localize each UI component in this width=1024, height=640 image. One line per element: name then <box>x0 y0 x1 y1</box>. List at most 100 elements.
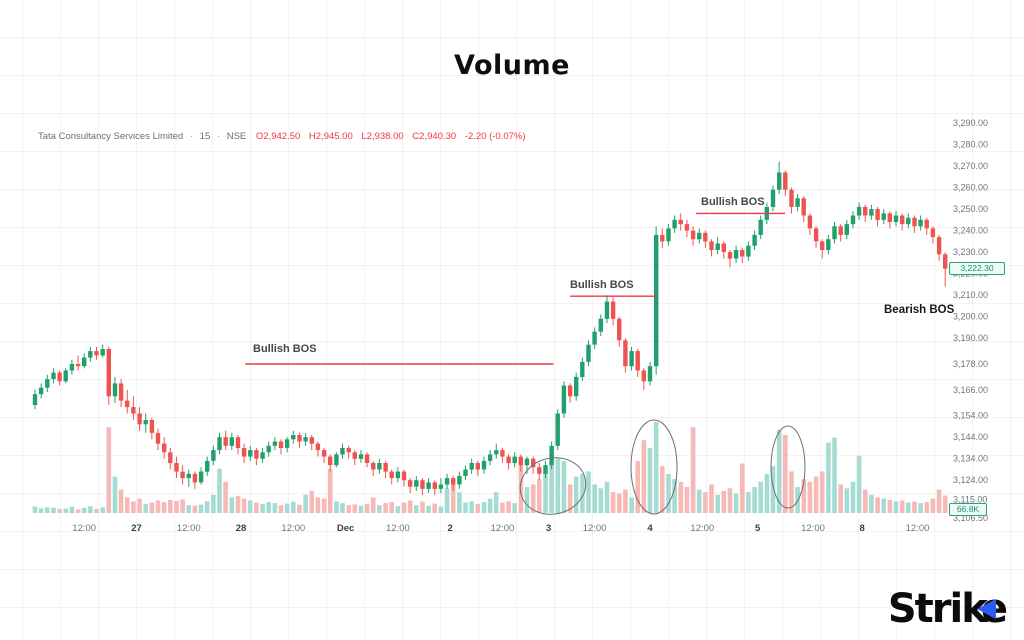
volume-bar <box>88 506 93 513</box>
volume-bar <box>930 498 936 513</box>
candle-down <box>137 413 142 425</box>
volume-bar <box>450 484 456 513</box>
candle-down <box>740 250 745 257</box>
volume-bar <box>561 461 567 513</box>
candle-down <box>500 450 505 457</box>
strike-arrow-icon <box>976 599 996 619</box>
volume-bar <box>327 468 333 513</box>
volume-bar <box>149 502 155 513</box>
candle-down <box>297 435 302 442</box>
volume-bar <box>598 488 604 513</box>
price-axis: 3,290.00 3,280.00 3,270.00 3,260.00 3,250.00… <box>953 118 988 523</box>
candle-up <box>303 437 308 442</box>
price-axis-label: 3,290.00 <box>953 118 988 128</box>
strike-logo: Strike <box>888 586 1008 632</box>
price-axis-label: 3,280.00 <box>953 140 988 150</box>
volume-bar <box>783 435 788 513</box>
volume-bar <box>407 500 413 513</box>
volume-bar <box>610 492 616 513</box>
price-axis-label: 3,178.00 <box>953 359 988 369</box>
candle-down <box>943 254 948 269</box>
candle-up <box>63 370 68 382</box>
volume-bar <box>776 429 782 513</box>
candle-up <box>487 454 493 461</box>
candle-up <box>377 463 382 470</box>
candle-up <box>604 301 610 319</box>
symbol-name: Tata Consultancy Services Limited <box>38 131 184 142</box>
volume-bar <box>832 437 837 513</box>
candle-up <box>869 209 874 216</box>
candle-down <box>820 241 825 250</box>
time-axis-label: 27 <box>131 523 142 534</box>
volume-bar <box>260 503 265 513</box>
volume-bar <box>727 488 733 513</box>
volume-bar <box>186 505 191 513</box>
candle-down <box>875 209 880 220</box>
volume-bar <box>518 463 524 513</box>
volume-bar <box>254 502 259 513</box>
candle-down <box>801 198 806 216</box>
volume-bar <box>678 481 684 513</box>
candle-up <box>358 454 364 459</box>
last-price-tag: 3,222.30 <box>949 262 1005 275</box>
volume-bar <box>592 484 597 513</box>
volume-bar <box>321 498 327 513</box>
candle-up <box>481 460 487 470</box>
volume-bar <box>715 494 720 513</box>
candle-down <box>235 437 241 448</box>
candle-up <box>672 219 677 229</box>
volume-bar <box>875 497 880 513</box>
candle-up <box>438 484 444 489</box>
candle-down <box>278 441 284 448</box>
candles <box>32 161 948 496</box>
volume-bar <box>63 508 69 513</box>
candle-up <box>580 361 585 377</box>
candle-up <box>211 450 216 461</box>
price-axis-label: 3,134.00 <box>953 454 988 464</box>
candle-up <box>586 344 591 362</box>
volume-bar <box>936 489 942 513</box>
candle-up <box>549 445 554 466</box>
candle-up <box>32 394 38 405</box>
candle-down <box>432 482 437 489</box>
volume-bar <box>740 463 745 513</box>
volume-bar <box>168 500 173 513</box>
volume-bar <box>684 487 690 513</box>
volume-bar <box>721 490 727 513</box>
volume-bar <box>291 501 296 513</box>
candle-up <box>832 226 837 240</box>
volume-bar <box>813 476 819 513</box>
price-axis-label: 3,154.00 <box>953 411 988 421</box>
time-axis-label: 5 <box>755 523 761 534</box>
price-axis-label: 3,106.50 <box>953 513 988 523</box>
volume-bar <box>918 503 923 513</box>
volume-bar <box>118 489 124 513</box>
close-value: C2,940.30 <box>412 131 457 142</box>
candle-up <box>334 454 339 466</box>
time-axis-label: 12:00 <box>801 523 825 534</box>
volume-bar <box>297 504 302 513</box>
time-axis-label: 12:00 <box>386 523 410 534</box>
volume-bar <box>241 498 247 513</box>
volume-circle-annotation <box>770 425 806 509</box>
volume-bar <box>45 507 50 513</box>
volume-bar <box>352 504 358 513</box>
time-axis-label: 12:00 <box>690 523 714 534</box>
volume-bar <box>826 442 831 513</box>
volume-bar <box>94 508 99 513</box>
candle-up <box>555 413 560 446</box>
volume-bars <box>32 422 948 513</box>
volume-bar <box>758 481 763 513</box>
bos-lines <box>245 212 786 365</box>
candle-up <box>38 387 44 395</box>
volume-bar <box>401 502 407 513</box>
candle-down <box>315 443 321 451</box>
candle-down <box>131 407 136 414</box>
candle-up <box>469 463 474 470</box>
candle-up <box>444 478 450 485</box>
volume-bar <box>906 502 911 513</box>
volume-bar <box>106 427 112 513</box>
price-axis-label: 3,144.00 <box>953 432 988 442</box>
open-value: O2,942.50 <box>255 131 301 142</box>
